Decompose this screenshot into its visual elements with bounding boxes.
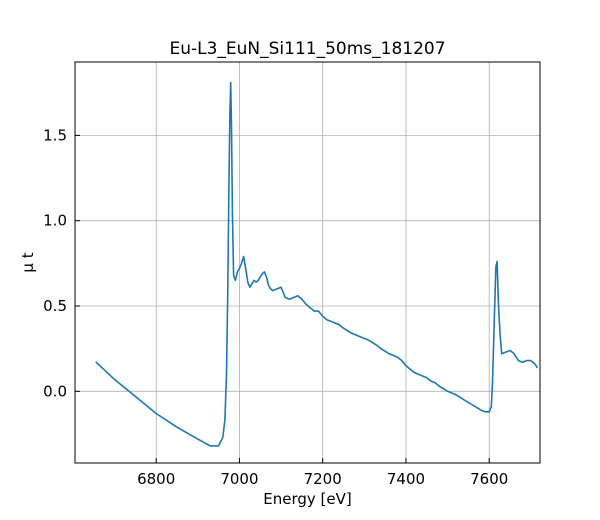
series-line xyxy=(95,81,538,447)
axis-ticks: 6800 7000 7200 7400 7600 0.0 0.5 1.0 1.5 xyxy=(43,126,508,488)
y-tick-label: 0.0 xyxy=(43,382,67,400)
y-axis-label: μ t xyxy=(19,252,37,272)
grid xyxy=(75,62,540,463)
x-tick-label: 7600 xyxy=(470,470,508,488)
x-tick-label: 7400 xyxy=(387,470,425,488)
plot-frame xyxy=(74,61,541,464)
x-tick-label: 6800 xyxy=(137,470,175,488)
x-axis-label: Energy [eV] xyxy=(263,490,351,508)
y-tick-label: 1.5 xyxy=(43,126,67,144)
plot-area xyxy=(95,81,538,447)
x-tick-label: 7000 xyxy=(220,470,258,488)
chart-title: Eu-L3_EuN_Si111_50ms_181207 xyxy=(169,39,445,59)
y-tick-label: 1.0 xyxy=(43,212,67,230)
x-tick-label: 7200 xyxy=(304,470,342,488)
y-tick-label: 0.5 xyxy=(43,297,67,315)
